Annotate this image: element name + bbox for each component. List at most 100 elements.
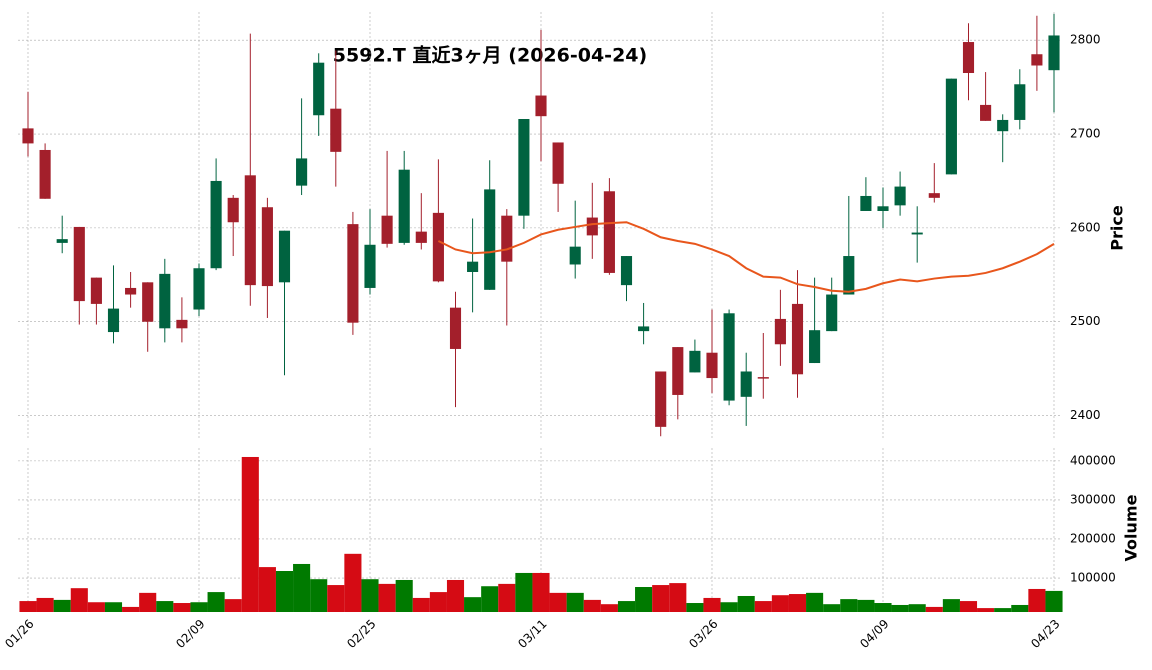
- y-tick-label: 2700: [1070, 127, 1101, 141]
- volume-bar: [652, 585, 670, 612]
- volume-bar: [395, 579, 413, 612]
- volume-bar: [891, 604, 909, 612]
- volume-bar: [977, 608, 995, 612]
- candle-body: [501, 215, 513, 262]
- y-tick-label: 2500: [1070, 314, 1101, 328]
- volume-bar: [327, 585, 345, 612]
- volume-bar: [412, 597, 430, 612]
- candle-body: [689, 350, 701, 373]
- volume-bar: [806, 592, 824, 612]
- candle-body: [518, 119, 530, 216]
- candle-body: [809, 330, 821, 364]
- candle-body: [296, 158, 308, 186]
- y-tick-label: 400000: [1070, 453, 1116, 467]
- volume-bar: [515, 572, 533, 612]
- candle-body: [706, 352, 718, 379]
- volume-bar: [293, 563, 311, 612]
- x-tick-label: 02/25: [344, 617, 378, 651]
- volume-bar: [994, 608, 1012, 612]
- candle-body: [432, 212, 444, 282]
- candle-body: [467, 261, 479, 272]
- volume-bar: [173, 603, 191, 612]
- candle-body: [860, 195, 872, 211]
- candle-body: [997, 119, 1009, 132]
- x-tick-label: 04/23: [1028, 617, 1062, 651]
- volume-bar: [959, 601, 978, 612]
- moving-average: [437, 221, 1055, 293]
- volume-bar: [549, 592, 567, 612]
- candle-body: [723, 313, 735, 401]
- volume-bar: [310, 579, 328, 612]
- candle-body: [911, 232, 923, 235]
- volume-bar: [908, 604, 926, 612]
- candle-body: [73, 226, 85, 302]
- volume-bar: [361, 579, 379, 612]
- volume-bar: [104, 602, 123, 612]
- x-tick-label: 02/09: [173, 617, 207, 651]
- y-tick-label: 2600: [1070, 220, 1101, 234]
- volume-bar: [429, 592, 447, 612]
- volume-bar: [378, 583, 396, 612]
- candle-body: [603, 191, 615, 273]
- candle-body: [962, 42, 975, 74]
- candle-body: [484, 189, 496, 290]
- candle-body: [39, 149, 51, 199]
- volume-bar: [874, 603, 892, 612]
- volume-bar: [1045, 590, 1063, 612]
- volume-bar: [720, 602, 738, 612]
- candle-body: [56, 239, 68, 243]
- volume-bar: [532, 572, 550, 612]
- candle-body: [638, 326, 650, 332]
- candle-body: [1048, 35, 1060, 71]
- volume-bar: [686, 603, 704, 612]
- candle-body: [125, 287, 137, 295]
- volume-bar: [788, 594, 807, 612]
- candle-body: [261, 207, 273, 287]
- candle-body: [569, 246, 581, 265]
- volume-bar: [840, 599, 858, 612]
- volume-bar: [190, 602, 208, 612]
- volume-bar: [498, 583, 516, 612]
- candle-body: [552, 142, 564, 184]
- volume-bar: [1011, 604, 1029, 612]
- y-axis-label: Price: [1108, 205, 1127, 251]
- y-tick-label: 300000: [1070, 492, 1116, 506]
- volume-bar: [754, 601, 772, 612]
- candle-body: [398, 169, 410, 243]
- volume-bar: [925, 606, 943, 612]
- candle-body: [347, 224, 359, 323]
- y-tick-label: 200000: [1070, 531, 1116, 545]
- candle-body: [1014, 84, 1026, 120]
- candle-body: [740, 371, 752, 397]
- volume-bar: [275, 571, 294, 612]
- volume-bar: [635, 587, 653, 612]
- volume-bar: [446, 579, 465, 612]
- volume-bar: [771, 595, 789, 612]
- candle-body: [945, 78, 957, 175]
- volume-bar: [224, 599, 242, 612]
- volume-bar: [600, 604, 618, 612]
- candle-body: [655, 371, 667, 427]
- volume-bar: [703, 597, 721, 612]
- candle-body: [381, 215, 393, 244]
- volume-bar: [583, 599, 601, 612]
- x-tick-label: 03/11: [515, 617, 549, 651]
- candle-body: [244, 175, 256, 286]
- x-tick-label: 03/26: [686, 617, 720, 651]
- x-tick-label: 01/26: [2, 617, 36, 651]
- candle-body: [227, 197, 239, 223]
- candle-body: [672, 347, 684, 395]
- volume-bar: [36, 597, 54, 612]
- y-tick-label: 2800: [1070, 33, 1101, 47]
- volume-bar: [139, 592, 157, 612]
- volume-bar: [481, 586, 499, 612]
- candle-body: [159, 273, 171, 329]
- volume-bar: [1028, 588, 1046, 612]
- candle-body: [1031, 54, 1043, 66]
- candle-body: [364, 244, 376, 288]
- x-tick-label: 04/09: [857, 617, 891, 651]
- volume-bar: [87, 602, 105, 612]
- candle-body: [980, 104, 992, 121]
- candle-body: [928, 193, 940, 198]
- candle-body: [586, 217, 598, 236]
